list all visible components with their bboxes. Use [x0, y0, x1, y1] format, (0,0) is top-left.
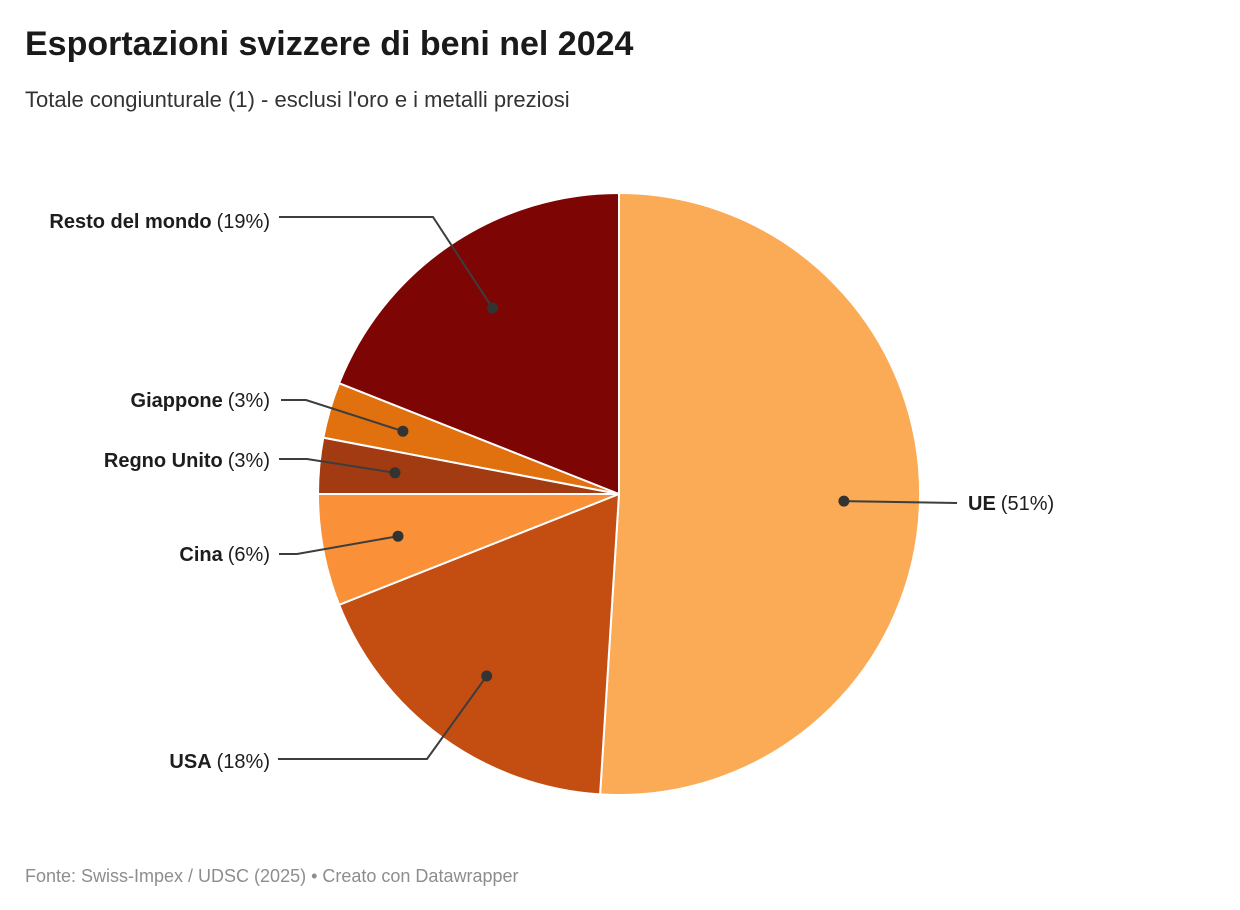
- leader-line-regno-unito: [279, 458, 396, 474]
- slice-label-name: Cina: [179, 544, 223, 566]
- leader-dot-resto-del-mondo: [487, 302, 498, 314]
- leader-line-ue: [843, 500, 958, 504]
- slice-label-name: UE: [968, 493, 996, 515]
- slice-label-pct: (19%): [216, 211, 270, 233]
- slice-label-pct: (3%): [227, 390, 270, 412]
- pie-slice-resto-del-mondo[interactable]: [338, 192, 620, 495]
- leader-dot-giappone: [397, 425, 409, 437]
- chart-header: Esportazioni svizzere di beni nel 2024 T…: [25, 22, 1215, 114]
- leader-line-usa: [278, 675, 488, 760]
- slice-label-regno-unito: Regno Unito (3%): [0, 448, 270, 474]
- slice-label-pct: (51%): [1000, 493, 1055, 515]
- leader-lines-group: [278, 216, 958, 760]
- slice-label-name: Resto del mondo: [49, 211, 212, 233]
- slice-label-ue: UE (51%): [968, 491, 1054, 517]
- source-credit: Fonte: Swiss-Impex / UDSC (2025) • Creat…: [25, 866, 519, 886]
- slice-label-resto-del-mondo: Resto del mondo (19%): [0, 209, 270, 235]
- slice-label-name: Giappone: [130, 390, 223, 412]
- slice-label-pct: (3%): [227, 450, 270, 472]
- slice-label-pct: (18%): [216, 751, 270, 773]
- leader-dot-ue: [838, 495, 850, 507]
- slice-label-name: Regno Unito: [103, 450, 223, 472]
- leader-line-giappone: [281, 399, 404, 433]
- pie-slice-ue[interactable]: [599, 192, 922, 796]
- leader-dot-regno-unito: [389, 467, 401, 479]
- chart-footer: Fonte: Swiss-Impex / UDSC (2025) • Creat…: [25, 864, 519, 888]
- slice-label-usa: USA (18%): [0, 749, 270, 775]
- pie-slices-group: [316, 192, 922, 796]
- leader-dot-usa: [481, 670, 493, 682]
- leader-line-cina: [279, 535, 399, 555]
- page-subtitle: Totale congiunturale (1) - esclusi l'oro…: [25, 87, 570, 112]
- leader-line-resto-del-mondo: [279, 216, 494, 309]
- slice-label-name: USA: [169, 751, 212, 773]
- page-title: Esportazioni svizzere di beni nel 2024: [25, 25, 634, 63]
- leader-dot-cina: [392, 530, 404, 542]
- slice-label-giappone: Giappone (3%): [0, 388, 270, 414]
- slice-label-cina: Cina (6%): [0, 542, 270, 568]
- slice-label-pct: (6%): [227, 544, 270, 566]
